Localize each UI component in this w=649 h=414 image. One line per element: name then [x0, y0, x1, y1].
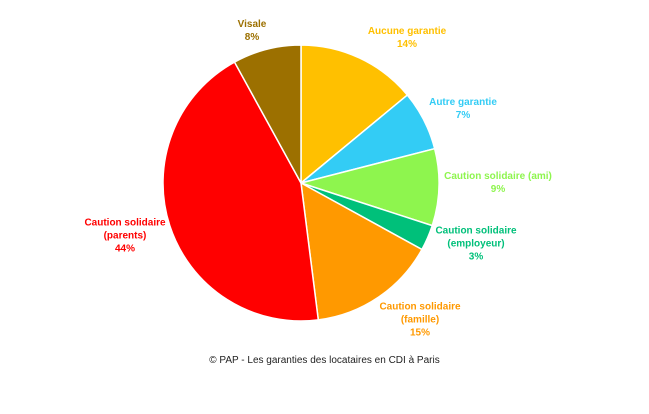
slice-label: Autre garantie 7%	[418, 96, 508, 122]
value-label: 3%	[468, 251, 484, 263]
category-label: Caution solidaire (ami)	[444, 171, 552, 182]
value-label: 44%	[114, 243, 135, 255]
slice-label: Caution solidaire (ami) 9%	[433, 170, 563, 196]
value-label: 8%	[244, 32, 260, 43]
slice-label: Caution solidaire (parents) 44%	[78, 217, 173, 256]
slice-label: Aucune garantie 14%	[357, 25, 457, 51]
category-label: Autre garantie	[429, 97, 497, 108]
slice-label: Visale 8%	[222, 18, 282, 44]
category-label: Caution solidaire (famille)	[379, 301, 461, 326]
pie-slice	[300, 181, 423, 321]
category-label: Aucune garantie	[367, 26, 447, 37]
category-label: Caution solidaire (parents)	[84, 217, 166, 242]
slice-label: Caution solidaire (famille) 15%	[373, 301, 468, 340]
pie-slice	[162, 61, 320, 322]
value-label: 9%	[490, 184, 506, 195]
category-label: Visale	[237, 19, 267, 30]
pie-slice	[300, 44, 409, 185]
slice-label: Caution solidaire (employeur) 3%	[429, 225, 524, 264]
value-label: 7%	[455, 110, 471, 121]
pie-slice	[233, 44, 302, 184]
value-label: 15%	[409, 327, 430, 339]
chart-caption: © PAP - Les garanties des locataires en …	[209, 355, 440, 366]
value-label: 14%	[396, 39, 417, 50]
category-label: Caution solidaire (employeur)	[435, 225, 517, 250]
